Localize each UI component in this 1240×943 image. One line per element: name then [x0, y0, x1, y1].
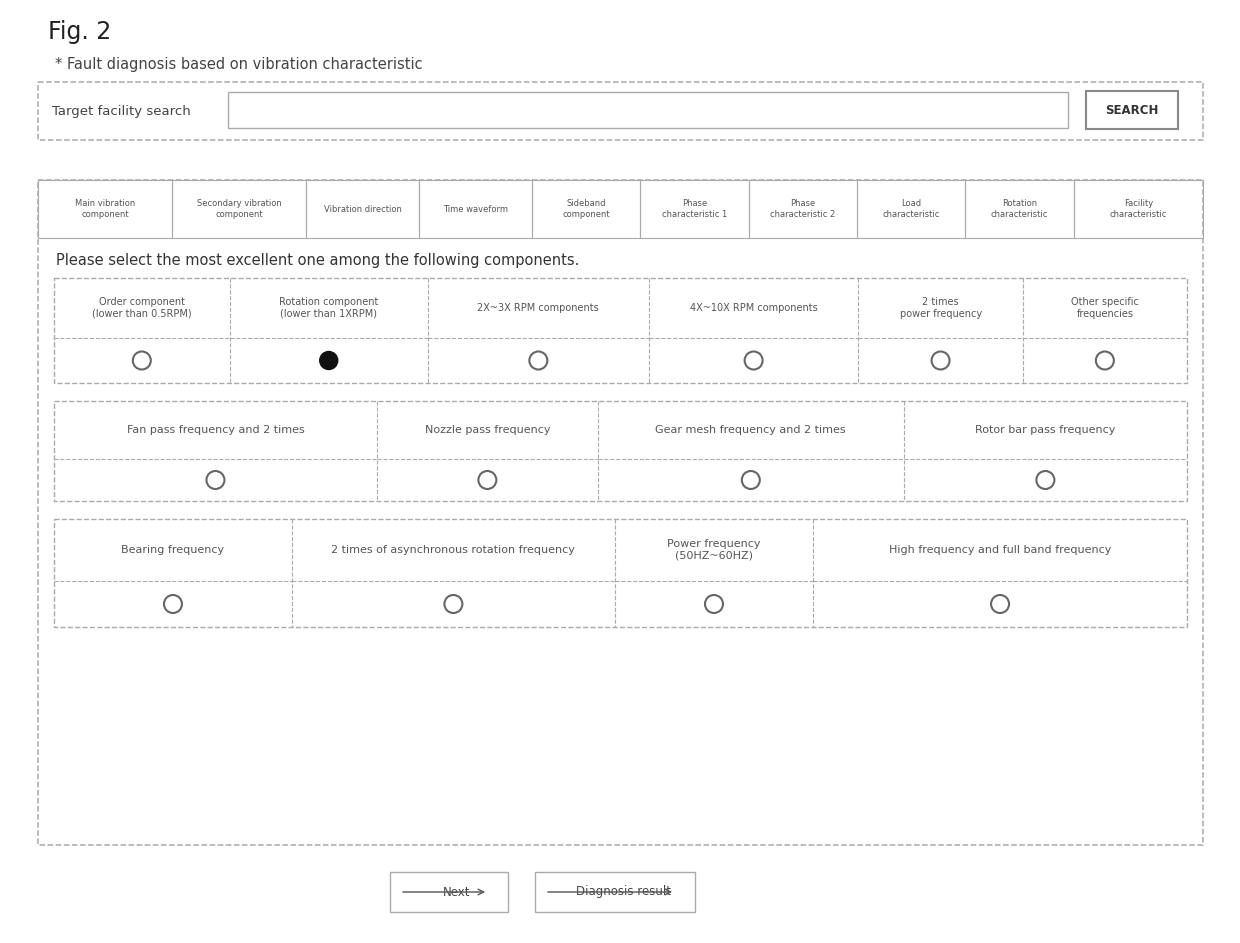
Text: Phase
characteristic 1: Phase characteristic 1: [662, 199, 727, 219]
Text: Main vibration
component: Main vibration component: [74, 199, 135, 219]
Bar: [172, 180, 306, 238]
Bar: [55, 278, 1187, 383]
Text: 2 times
power frequency: 2 times power frequency: [899, 297, 982, 319]
Text: Sideband
component: Sideband component: [562, 199, 610, 219]
Text: Bearing frequency: Bearing frequency: [122, 545, 224, 555]
Text: * Fault diagnosis based on vibration characteristic: * Fault diagnosis based on vibration cha…: [55, 58, 423, 73]
Bar: [966, 180, 1074, 238]
Bar: [55, 519, 1187, 627]
Bar: [749, 180, 857, 238]
Bar: [1086, 91, 1178, 129]
Text: Rotor bar pass frequency: Rotor bar pass frequency: [975, 425, 1116, 435]
Text: 2 times of asynchronous rotation frequency: 2 times of asynchronous rotation frequen…: [331, 545, 575, 555]
Bar: [38, 180, 172, 238]
Text: Gear mesh frequency and 2 times: Gear mesh frequency and 2 times: [656, 425, 846, 435]
Text: 2X~3X RPM components: 2X~3X RPM components: [477, 303, 599, 313]
Text: Next: Next: [443, 885, 471, 899]
Text: Time waveform: Time waveform: [443, 205, 508, 213]
Bar: [534, 872, 694, 912]
Bar: [640, 180, 749, 238]
Text: High frequency and full band frequency: High frequency and full band frequency: [889, 545, 1111, 555]
Text: Power frequency
(50HZ~60HZ): Power frequency (50HZ~60HZ): [667, 539, 760, 561]
Text: Phase
characteristic 2: Phase characteristic 2: [770, 199, 836, 219]
Text: Target facility search: Target facility search: [52, 105, 191, 118]
Text: Please select the most excellent one among the following components.: Please select the most excellent one amo…: [56, 253, 579, 268]
Bar: [532, 180, 640, 238]
Bar: [228, 92, 1068, 128]
Text: Rotation
characteristic: Rotation characteristic: [991, 199, 1048, 219]
Bar: [38, 180, 1203, 845]
Bar: [419, 180, 532, 238]
Text: Nozzle pass frequency: Nozzle pass frequency: [424, 425, 551, 435]
Bar: [1074, 180, 1203, 238]
Text: Vibration direction: Vibration direction: [324, 205, 402, 213]
Text: Rotation component
(lower than 1XRPM): Rotation component (lower than 1XRPM): [279, 297, 378, 319]
Text: Fig. 2: Fig. 2: [48, 20, 112, 44]
Text: Fan pass frequency and 2 times: Fan pass frequency and 2 times: [126, 425, 304, 435]
Bar: [306, 180, 419, 238]
Bar: [857, 180, 966, 238]
Text: 4X~10X RPM components: 4X~10X RPM components: [689, 303, 817, 313]
Text: Other specific
frequencies: Other specific frequencies: [1071, 297, 1138, 319]
Circle shape: [320, 352, 337, 370]
Bar: [55, 401, 1187, 501]
Text: Load
characteristic: Load characteristic: [883, 199, 940, 219]
Text: Secondary vibration
component: Secondary vibration component: [197, 199, 281, 219]
Text: Order component
(lower than 0.5RPM): Order component (lower than 0.5RPM): [92, 297, 192, 319]
Bar: [391, 872, 508, 912]
Text: Diagnosis result: Diagnosis result: [575, 885, 671, 899]
Bar: [38, 82, 1203, 140]
Text: SEARCH: SEARCH: [1105, 104, 1158, 117]
Text: Facility
characteristic: Facility characteristic: [1110, 199, 1167, 219]
